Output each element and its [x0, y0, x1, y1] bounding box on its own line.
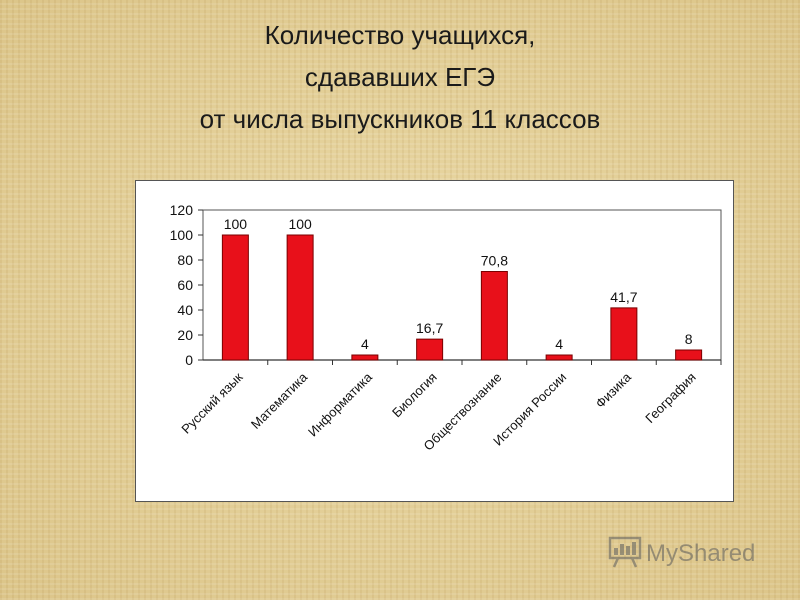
bar: [286, 234, 314, 361]
data-label: 100: [224, 216, 248, 232]
bar: [221, 234, 249, 361]
chart-title: Количество учащихся, сдававших ЕГЭ от чи…: [0, 14, 800, 140]
x-tick-label: Русский язык: [178, 369, 245, 436]
watermark: MyShared: [608, 536, 778, 572]
bar: [416, 338, 444, 361]
title-line-1: Количество учащихся,: [264, 20, 536, 50]
bar: [351, 354, 379, 361]
y-tick-label: 40: [177, 302, 193, 318]
x-tick-label: География: [642, 370, 698, 426]
chart-panel: 0 20 40 60 80 100 120 100 Русский язык 100 Математ…: [135, 180, 734, 502]
y-tick-label: 120: [170, 202, 194, 218]
data-label: 16,7: [416, 320, 443, 336]
bar: [610, 307, 638, 361]
data-label: 70,8: [481, 253, 508, 269]
y-tick-label: 0: [185, 352, 193, 368]
data-label: 4: [555, 336, 563, 352]
bar: [675, 349, 703, 361]
x-tick-label: Физика: [593, 369, 635, 411]
y-tick-label: 60: [177, 277, 193, 293]
bar: [545, 354, 573, 361]
title-line-2: сдававших ЕГЭ: [304, 62, 496, 92]
y-tick-label: 80: [177, 252, 193, 268]
data-label: 41,7: [610, 289, 637, 305]
watermark-text: MyShared: [646, 540, 756, 567]
x-tick-label: Информатика: [305, 369, 376, 440]
data-label: 8: [685, 331, 693, 347]
x-tick-label: Биология: [389, 370, 440, 421]
bar-chart: 0 20 40 60 80 100 120 100 Русский язык 100 Математ…: [170, 202, 722, 453]
title-line-3: от числа выпускников 11 классов: [199, 104, 601, 134]
data-label: 100: [288, 216, 312, 232]
x-tick-label: Математика: [248, 369, 311, 432]
plot-area-frame: [202, 209, 722, 361]
data-label: 4: [361, 336, 369, 352]
presentation-board-icon: [608, 536, 642, 573]
bar: [480, 271, 508, 361]
y-tick-label: 100: [170, 227, 194, 243]
y-tick-label: 20: [177, 327, 193, 343]
